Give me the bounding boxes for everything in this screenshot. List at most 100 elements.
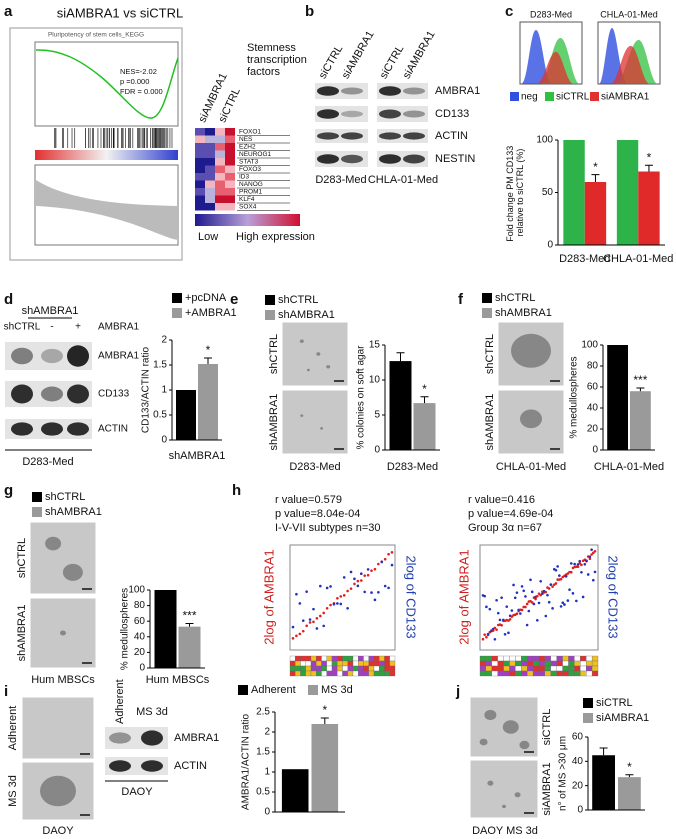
decorative-dot xyxy=(356,579,360,583)
annotation-cell xyxy=(532,665,540,672)
decorative-dot xyxy=(359,579,363,582)
annotation-cell xyxy=(300,655,306,662)
heatmap-cell xyxy=(225,188,235,196)
decorative-dot xyxy=(308,618,312,621)
blot-row-label: ACTIN xyxy=(435,130,468,142)
decorative-dot xyxy=(513,596,517,600)
decorative-dot xyxy=(580,563,583,567)
legend-label: neg xyxy=(521,92,538,103)
annotation-cell xyxy=(352,660,359,667)
cell-line: CHLA-01-Med xyxy=(368,174,438,186)
annotation-cell xyxy=(389,665,396,672)
blot-band xyxy=(11,422,33,436)
y-axis-label: % medullospheres xyxy=(569,356,580,438)
annotation-cell xyxy=(479,655,487,662)
decorative-dot xyxy=(539,593,542,597)
decorative-dot xyxy=(559,577,563,581)
decorative-dot xyxy=(366,573,370,577)
legend-label: shAMBRA1 xyxy=(495,307,552,319)
annotation-cell xyxy=(295,655,301,662)
annotation-cell xyxy=(497,670,504,677)
heatmap-cell xyxy=(215,173,225,181)
blot-band xyxy=(403,132,425,140)
annotation-cell xyxy=(550,660,557,667)
annotation-cell xyxy=(527,660,534,667)
decorative-dot xyxy=(390,551,394,554)
decorative-dot xyxy=(332,602,336,606)
decorative-dot xyxy=(585,559,588,563)
blot-band xyxy=(379,109,401,119)
decorative-dot xyxy=(593,570,597,574)
decorative-dot xyxy=(573,562,576,566)
annotation-cell xyxy=(556,655,563,662)
heatmap-cell xyxy=(215,165,225,173)
heatmap-cell xyxy=(195,188,205,196)
error-bar xyxy=(591,174,600,182)
cell-cluster xyxy=(40,775,76,807)
annotation-cell xyxy=(568,660,575,667)
decorative-dot xyxy=(525,602,529,606)
decorative-dot xyxy=(481,637,485,641)
micrograph xyxy=(469,759,539,819)
flow-title: CHLA-01-Med xyxy=(600,9,658,19)
decorative-dot xyxy=(505,605,509,608)
decorative-dot xyxy=(329,585,332,588)
y-tick-label: 60 xyxy=(134,616,146,627)
decorative-dot xyxy=(315,617,319,620)
decorative-dot xyxy=(346,589,349,593)
decorative-dot xyxy=(510,615,514,618)
gene-label: PROM1 xyxy=(239,189,263,196)
decorative-dot xyxy=(305,590,308,593)
y-tick-label: 0.5 xyxy=(256,787,270,798)
decorative-dot xyxy=(527,609,531,613)
decorative-dot xyxy=(578,562,582,565)
annotation-cell xyxy=(347,655,354,662)
annotation-cell xyxy=(586,660,593,667)
annotation-cell xyxy=(321,670,327,677)
legend-swatch xyxy=(172,293,182,303)
cell-cluster xyxy=(62,563,83,581)
annotation-cell xyxy=(342,665,348,672)
decorative-dot xyxy=(522,589,526,593)
gene-label: SOX4 xyxy=(239,204,257,211)
y-tick-label: 1.5 xyxy=(256,747,270,758)
decorative-dot xyxy=(485,635,488,639)
rank-bar xyxy=(35,150,178,160)
annotation-cell xyxy=(373,670,380,677)
decorative-dot xyxy=(524,605,527,609)
decorative-dot xyxy=(539,579,542,583)
annotation-cell xyxy=(389,670,396,677)
annotation-cell xyxy=(479,670,487,677)
error-bar xyxy=(599,747,608,756)
annotation-cell xyxy=(497,660,504,667)
annotation-cell xyxy=(562,655,569,662)
cell-cluster xyxy=(299,339,304,343)
y-tick-label: 60 xyxy=(572,732,584,743)
decorative-dot xyxy=(563,603,566,606)
annotation-cell xyxy=(363,665,369,672)
image-label: MS 3d xyxy=(7,775,19,807)
annotation-cell xyxy=(363,670,369,677)
y-tick-label: 0.5 xyxy=(153,410,167,421)
decorative-dot xyxy=(551,585,554,588)
decorative-dot xyxy=(336,597,339,600)
error-bar xyxy=(320,717,329,724)
gene-label: NANOG xyxy=(239,181,263,188)
heatmap-cell xyxy=(205,150,215,158)
decorative-dot xyxy=(503,632,507,636)
annotation-cell xyxy=(491,660,498,667)
bar xyxy=(618,777,641,810)
annotation-cell xyxy=(305,665,312,672)
annotation-cell xyxy=(316,660,322,667)
decorative-dot xyxy=(536,618,539,622)
annotation-cell xyxy=(574,655,581,662)
cell-cluster xyxy=(514,792,521,798)
annotation-cell xyxy=(485,655,492,662)
micrograph xyxy=(281,389,349,455)
heatmap-cell xyxy=(215,150,225,158)
legend-label: shCTRL xyxy=(495,292,535,304)
decorative-dot xyxy=(520,608,524,612)
annotation-cell xyxy=(527,665,534,672)
annotation-cell xyxy=(300,660,306,667)
annotation-cell xyxy=(316,665,322,672)
